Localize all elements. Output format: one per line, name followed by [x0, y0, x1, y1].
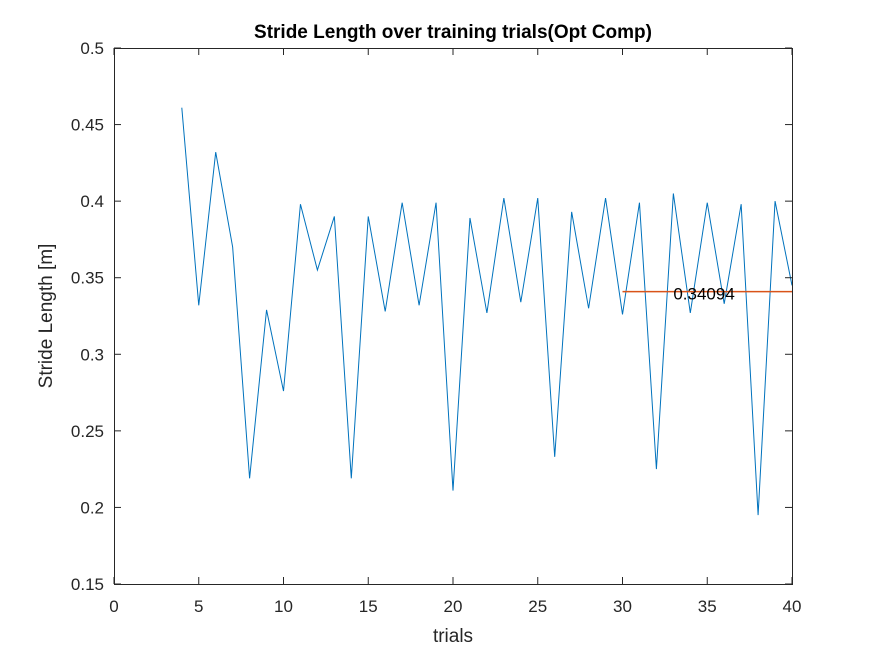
y-tick-label: 0.15: [71, 575, 104, 594]
x-tick-label: 5: [194, 597, 203, 616]
x-tick-label: 25: [528, 597, 547, 616]
annotation-layer: 0.34094: [673, 285, 734, 304]
x-tick-label: 35: [698, 597, 717, 616]
x-axis-ticks: 0 5 10 15 20 25 30 35 40: [109, 48, 801, 616]
x-tick-label: 15: [359, 597, 378, 616]
x-tick-label: 40: [783, 597, 802, 616]
y-axis-label: Stride Length [m]: [36, 244, 57, 389]
series-line-stride-length: [181, 107, 793, 516]
x-axis-label: trials: [433, 626, 473, 647]
x-tick-label: 20: [444, 597, 463, 616]
series-layer: [181, 107, 793, 516]
x-tick-label: 0: [109, 597, 118, 616]
x-tick-label: 30: [613, 597, 632, 616]
y-tick-label: 0.3: [80, 345, 104, 364]
y-tick-label: 0.2: [80, 498, 104, 517]
x-tick-label: 10: [274, 597, 293, 616]
y-tick-label: 0.5: [80, 39, 104, 58]
plot-area: [114, 48, 792, 584]
y-tick-label: 0.35: [71, 269, 104, 288]
y-axis-ticks: 0.15 0.2 0.25 0.3 0.35 0.4 0.45 0.5: [71, 39, 792, 594]
mean-value-annotation: 0.34094: [673, 285, 734, 304]
y-tick-label: 0.45: [71, 116, 104, 135]
y-tick-label: 0.4: [80, 192, 104, 211]
y-tick-label: 0.25: [71, 422, 104, 441]
chart-title: Stride Length over training trials(Opt C…: [254, 22, 652, 43]
